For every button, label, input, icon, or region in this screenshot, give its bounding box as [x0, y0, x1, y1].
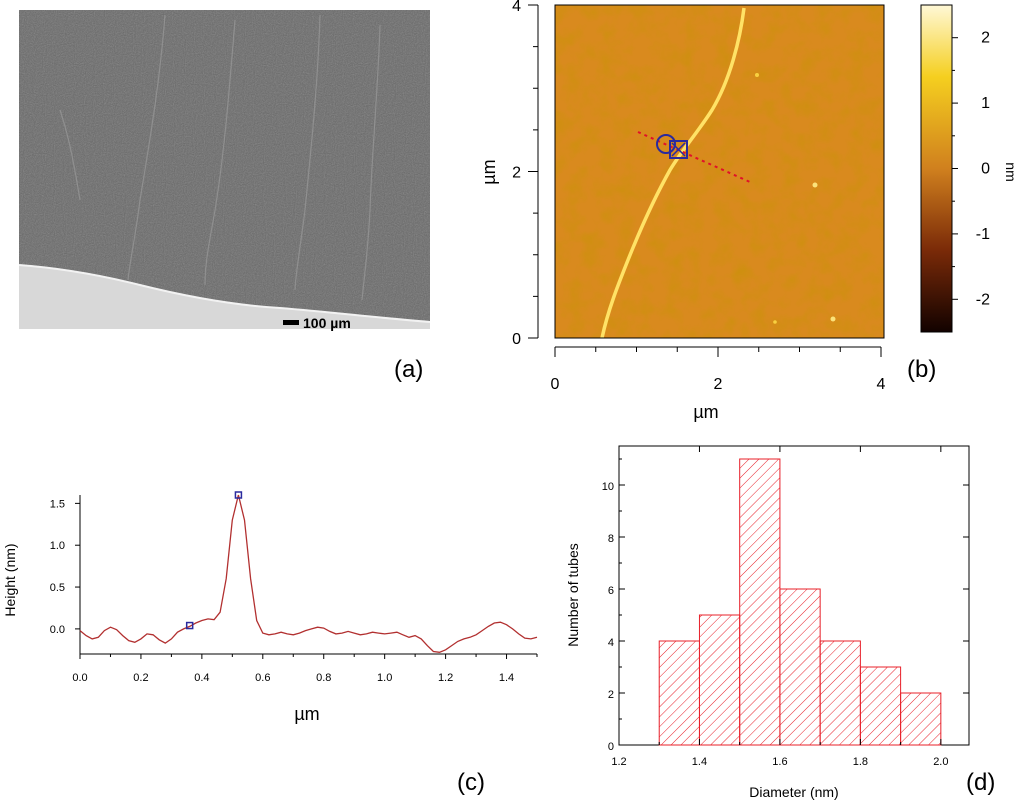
d-bar: [739, 458, 781, 746]
colorbar-tick-label: 2: [981, 30, 990, 47]
c-xtick-label: 0.0: [72, 672, 87, 684]
colorbar-tick-label: 0: [981, 161, 990, 178]
c-xtick-label: 1.2: [438, 672, 453, 684]
panel-label-d: (d): [966, 769, 995, 796]
b-xtick-label: 0: [551, 376, 560, 393]
nanotube-feature: [600, 7, 746, 338]
panel-d: 1.2 1.4 1.6 1.8 2.0 0 2 4 6 8 10 Diameter (nm) Num…: [565, 445, 995, 800]
d-bar: [859, 666, 902, 746]
panel-label-b: (b): [907, 356, 936, 383]
c-ytick-label: 0.0: [50, 624, 65, 636]
colorbar-tick-label: -1: [976, 226, 990, 243]
c-xtick-label: 0.4: [194, 672, 209, 684]
panel-c: 0.0 0.2 0.4 0.6 0.8 1.0 1.2 1.40.00.51.01.5 µm …: [2, 491, 538, 796]
b-xtick-label: 4: [877, 376, 886, 393]
c-xtick-label: 1.4: [499, 672, 514, 684]
panel-b: 0 2 4 0 2 4 µm µm 2 1 0 -1 -2 nm (b): [479, 0, 1019, 422]
c-cursor-marker: [185, 621, 194, 630]
d-xtick-label: 1.2: [611, 756, 626, 768]
colorbar: [920, 4, 953, 333]
sem-image: [19, 10, 430, 329]
panel-d-bars: [658, 458, 942, 746]
panel-d-xlabel: Diameter (nm): [749, 784, 838, 800]
d-bar: [900, 692, 942, 746]
panel-label-c: (c): [457, 769, 485, 796]
d-ytick-label: 6: [608, 585, 614, 597]
colorbar-label: nm: [1003, 162, 1019, 181]
d-bar: [698, 614, 741, 746]
panel-c-ylabel: Height (nm): [2, 543, 18, 616]
panel-c-plot: [79, 491, 538, 653]
c-xtick-label: 0.6: [255, 672, 270, 684]
panel-b-ylabel: µm: [479, 159, 499, 184]
c-xtick-label: 0.8: [316, 672, 331, 684]
d-bar: [658, 640, 700, 746]
scale-bar: [283, 320, 299, 325]
panel-c-axes: 0.0 0.2 0.4 0.6 0.8 1.0 1.2 1.4 0.0 0.5 1.0 1.5: [50, 495, 538, 684]
colorbar-axis: 2 1 0 -1 -2: [952, 30, 990, 308]
panel-b-xlabel: µm: [693, 402, 718, 422]
d-ytick-label: 10: [602, 481, 614, 493]
d-xtick-label: 1.4: [692, 756, 707, 768]
d-xtick-label: 2.0: [933, 756, 948, 768]
d-ytick-label: 8: [608, 533, 614, 545]
b-ytick-label: 2: [512, 165, 521, 182]
scale-bar-label: 100 µm: [303, 315, 351, 331]
panel-d-ylabel: Number of tubes: [565, 543, 581, 647]
panel-label-a: (a): [394, 356, 423, 383]
d-ytick-label: 2: [608, 689, 614, 701]
d-xtick-label: 1.6: [772, 756, 787, 768]
colorbar-tick-label: 1: [981, 95, 990, 112]
b-xtick-label: 2: [714, 376, 723, 393]
colorbar-tick-label: -2: [976, 291, 990, 308]
b-ytick-label: 4: [512, 0, 521, 15]
d-ytick-label: 4: [608, 637, 614, 649]
c-profile-line: [79, 494, 538, 653]
afm-image: [555, 5, 884, 338]
c-cursor-marker: [234, 491, 243, 499]
panel-b-axes: 0 2 4 0 2 4: [512, 0, 885, 393]
c-ytick-label: 1.0: [50, 540, 65, 552]
d-xtick-label: 1.8: [853, 756, 868, 768]
c-xtick-label: 1.0: [377, 672, 392, 684]
section-marker-circle: [656, 134, 676, 154]
panel-a: 100 µm (a): [19, 10, 430, 383]
panel-d-axes: 1.2 1.4 1.6 1.8 2.0 0 2 4 6 8 10: [602, 446, 969, 768]
c-ytick-label: 0.5: [50, 582, 65, 594]
d-ytick-label: 0: [608, 741, 614, 753]
d-bar: [819, 640, 861, 746]
c-xtick-label: 0.2: [133, 672, 148, 684]
d-bar: [779, 588, 821, 746]
b-ytick-label: 0: [512, 331, 521, 348]
section-marker-square: [669, 140, 688, 159]
c-ytick-label: 1.5: [50, 498, 65, 510]
panel-c-xlabel: µm: [294, 704, 319, 724]
